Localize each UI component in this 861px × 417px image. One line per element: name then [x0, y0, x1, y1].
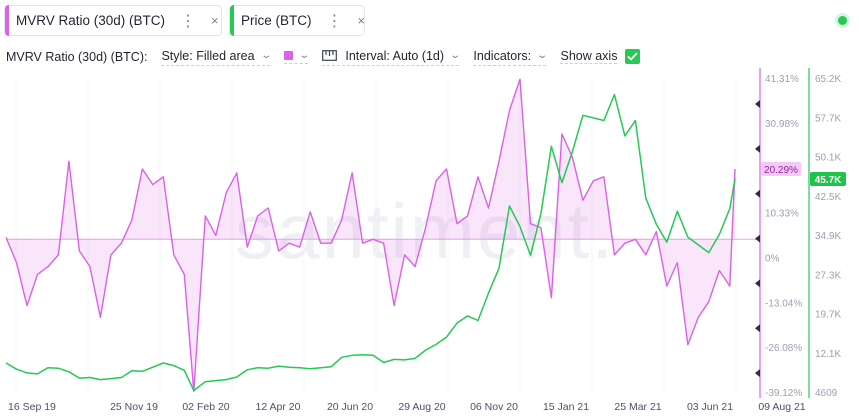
- mvrv-last-value: 20.29%: [764, 165, 798, 176]
- interval-dropdown-label: Interval: Auto (1d): [345, 48, 445, 63]
- x-tick-label: 29 Aug 20: [398, 401, 445, 413]
- mvrv-axis-tick: 30.98%: [765, 119, 799, 130]
- close-icon[interactable]: ×: [357, 13, 366, 28]
- more-options-icon[interactable]: ⋮: [326, 12, 343, 30]
- x-tick-label: 15 Jan 21: [543, 401, 589, 413]
- indicators-dropdown[interactable]: Indicators: ⌄: [473, 48, 549, 66]
- axis-tick-marker: [755, 100, 760, 108]
- axis-tick-marker: [755, 144, 760, 153]
- style-dropdown-label: Style: Filled area: [161, 48, 255, 63]
- price-axis-tick: 34.9K: [815, 231, 841, 242]
- metric-tab-label: Price (BTC): [241, 13, 312, 28]
- price-axis-tick: 4609: [815, 388, 838, 399]
- mvrv-line[interactable]: [5, 78, 736, 393]
- x-tick-label: 03 Jun 21: [687, 401, 733, 413]
- metric-tab-mvrv[interactable]: MVRV Ratio (30d) (BTC) ⋮ ×: [4, 5, 222, 36]
- price-axis-tick: 42.5K: [815, 192, 841, 203]
- axis-tick-marker: [755, 324, 760, 333]
- color-dropdown[interactable]: ⌄: [283, 50, 311, 64]
- x-tick-label: 06 Nov 20: [470, 401, 518, 413]
- mvrv-axis-tick: 41.31%: [765, 74, 799, 85]
- price-last-value: 45.7K: [815, 175, 842, 186]
- metric-color-bar: [5, 5, 9, 36]
- mvrv-axis-tick: 0%: [765, 253, 780, 264]
- chevron-down-icon: ⌄: [449, 50, 462, 61]
- mvrv-axis-tick: 10.33%: [765, 209, 799, 220]
- chevron-down-icon: ⌄: [536, 50, 549, 61]
- metric-settings-row: MVRV Ratio (30d) (BTC): Style: Filled ar…: [6, 47, 641, 67]
- online-dot-icon: [838, 16, 847, 25]
- mvrv-axis-tick: -26.08%: [765, 343, 802, 354]
- price-axis-tick: 12.1K: [815, 349, 841, 360]
- style-dropdown[interactable]: Style: Filled area ⌄: [161, 48, 272, 66]
- price-axis-tick: 27.3K: [815, 270, 841, 281]
- axis-tick-marker: [755, 279, 760, 288]
- indicators-dropdown-label: Indicators:: [473, 48, 532, 63]
- axis-tick-marker: [755, 234, 760, 243]
- x-tick-label: 02 Feb 20: [182, 401, 229, 413]
- price-axis-tick: 57.7K: [815, 113, 841, 124]
- axis-tick-marker: [755, 189, 760, 198]
- chevron-down-icon: ⌄: [298, 50, 311, 61]
- x-tick-label: 16 Sep 19: [8, 401, 56, 413]
- price-axis-tick: 19.7K: [815, 310, 841, 321]
- color-swatch: [283, 51, 293, 60]
- ruler-icon: [322, 50, 338, 61]
- more-options-icon[interactable]: ⋮: [180, 12, 196, 30]
- show-axis-checkbox[interactable]: [625, 48, 641, 64]
- price-axis-tick: 50.1K: [815, 153, 841, 164]
- mvrv-area-fill: [6, 79, 735, 392]
- price-line[interactable]: [5, 93, 736, 392]
- check-icon: [627, 51, 639, 61]
- metric-settings-label: MVRV Ratio (30d) (BTC):: [6, 50, 148, 64]
- x-tick-label: 25 Nov 19: [110, 401, 158, 413]
- mvrv-last-value-badge: [761, 162, 801, 177]
- chevron-down-icon: ⌄: [259, 50, 272, 61]
- price-axis-tick: 65.2K: [815, 74, 841, 85]
- show-axis-toggle[interactable]: Show axis: [560, 48, 641, 66]
- close-icon[interactable]: ×: [211, 13, 219, 28]
- metric-color-bar: [230, 5, 234, 36]
- price-last-value-badge: [810, 172, 846, 187]
- show-axis-label: Show axis: [560, 48, 618, 64]
- mvrv-axis-tick: -39.12%: [765, 388, 802, 399]
- chart-canvas[interactable]: santiment.16 Sep 19 25 Nov 19 02 Feb 20 12 …: [0, 68, 861, 417]
- axis-tick-marker: [755, 369, 760, 378]
- interval-dropdown[interactable]: Interval: Auto (1d) ⌄: [322, 48, 462, 66]
- x-tick-label: 25 Mar 21: [614, 401, 661, 413]
- metric-tab-price[interactable]: Price (BTC) ⋮ ×: [229, 5, 365, 36]
- mvrv-axis-tick: -13.04%: [765, 298, 802, 309]
- x-tick-label: 12 Apr 20: [256, 401, 301, 413]
- x-tick-label: 09 Aug 21: [758, 401, 805, 413]
- metric-tab-label: MVRV Ratio (30d) (BTC): [16, 13, 166, 28]
- x-tick-label: 20 Jun 20: [327, 401, 373, 413]
